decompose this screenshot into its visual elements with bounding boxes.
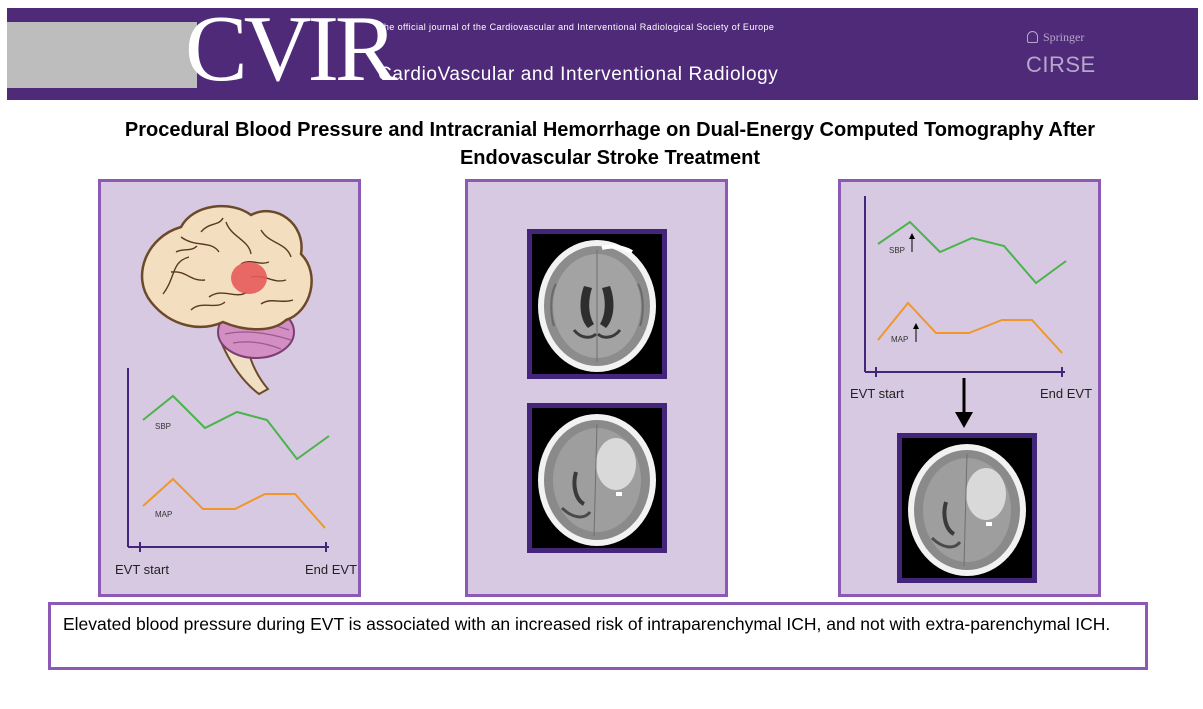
conclusion-text: Elevated blood pressure during EVT is as… xyxy=(63,614,1111,634)
map-label: MAP xyxy=(891,335,908,344)
publisher-name: Springer xyxy=(1043,30,1085,44)
society-logo: CIRSE xyxy=(1026,52,1096,77)
panel-left: SBP MAP EVT start End EVT xyxy=(98,179,361,597)
springer-horse-icon xyxy=(1027,31,1038,43)
x-end-label: End EVT xyxy=(305,562,357,577)
map-arrow-up-icon xyxy=(913,323,919,342)
sbp-label: SBP xyxy=(155,422,171,431)
journal-tagline: The official journal of the Cardiovascul… xyxy=(378,22,775,32)
ct-scan-hemorrhage-icon xyxy=(527,403,667,553)
ct-scan-hemorrhage-icon xyxy=(897,433,1037,583)
map-label: MAP xyxy=(155,510,172,519)
sbp-line xyxy=(877,220,1067,285)
x-start-label: EVT start xyxy=(115,562,169,577)
sbp-line xyxy=(142,394,330,461)
publisher-logo: Springer xyxy=(1027,30,1084,45)
arrow-down-icon xyxy=(955,378,973,428)
journal-name: CardioVascular and Interventional Radiol… xyxy=(378,64,779,85)
panel-middle xyxy=(465,179,728,597)
sbp-label: SBP xyxy=(889,246,905,255)
bp-chart-right: SBP MAP EVT start End EVT xyxy=(850,196,1092,401)
conclusion-box: Elevated blood pressure during EVT is as… xyxy=(48,602,1148,670)
sbp-arrow-up-icon xyxy=(909,233,915,252)
ct-scan-before-icon xyxy=(527,229,667,379)
journal-banner: CVIR The official journal of the Cardiov… xyxy=(7,8,1198,100)
page-title: Procedural Blood Pressure and Intracrani… xyxy=(124,119,1096,169)
map-line xyxy=(142,477,326,529)
x-start-label: EVT start xyxy=(850,386,904,401)
bp-chart-left: SBP MAP EVT start End EVT xyxy=(115,368,357,577)
x-end-label: End EVT xyxy=(1040,386,1092,401)
brain-icon xyxy=(140,204,313,396)
banner-grey-band xyxy=(7,22,197,88)
panel-right: SBP MAP EVT start End EVT xyxy=(838,179,1101,597)
journal-logo: CVIR xyxy=(185,8,398,100)
map-line xyxy=(877,301,1063,354)
